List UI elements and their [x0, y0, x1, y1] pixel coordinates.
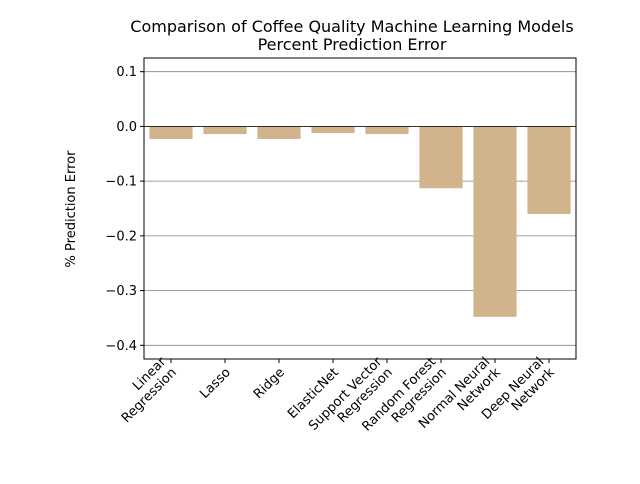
x-tick-label: Ridge [251, 365, 288, 402]
x-tick-label-line: Lasso [197, 365, 234, 402]
bar [419, 126, 463, 189]
bar [365, 126, 409, 135]
bar [149, 126, 193, 139]
y-tick-label: −0.3 [105, 284, 137, 299]
y-tick-label: −0.4 [105, 339, 137, 354]
plot-frame [143, 57, 577, 360]
y-axis-label: % Prediction Error [64, 150, 79, 268]
y-tick-label: −0.1 [105, 175, 137, 190]
bar [311, 126, 355, 133]
x-tick-label: LinearRegression [108, 354, 180, 426]
bar [473, 126, 517, 317]
x-tick-label-line: Ridge [251, 365, 288, 402]
y-tick-label: 0.1 [116, 65, 137, 80]
bar [527, 126, 571, 214]
chart-subtitle: Percent Prediction Error [258, 35, 447, 54]
y-tick-label: −0.2 [105, 229, 137, 244]
bar [257, 126, 301, 139]
chart-title: Comparison of Coffee Quality Machine Lea… [130, 17, 573, 36]
y-tick-label: 0.0 [116, 120, 137, 135]
bar [203, 126, 247, 135]
x-tick-label: Lasso [197, 365, 234, 402]
